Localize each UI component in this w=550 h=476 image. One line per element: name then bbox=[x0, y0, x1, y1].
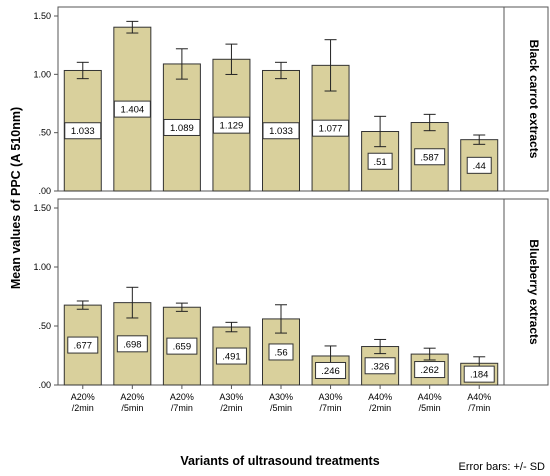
x-axis: A20%/2minA20%/5minA20%/7minA30%/2minA30%… bbox=[71, 385, 491, 413]
x-tick-label: A40%/7min bbox=[467, 392, 491, 413]
data-label-box bbox=[466, 156, 492, 174]
data-label: .698 bbox=[123, 339, 142, 350]
data-label: .587 bbox=[420, 152, 439, 163]
x-tick-label-line: A20% bbox=[120, 392, 144, 402]
x-tick-label-line: /7min bbox=[171, 403, 193, 413]
data-label-box bbox=[268, 343, 294, 361]
x-tick-label-line: /5min bbox=[419, 403, 441, 413]
data-label-box bbox=[215, 347, 247, 365]
x-tick-label-line: /7min bbox=[468, 403, 490, 413]
data-label-box bbox=[414, 361, 446, 379]
panel-1: Black carrot extracts .00 .50 1.00 1.50 1.033… bbox=[33, 6, 549, 196]
y-tick-label: 1.50 bbox=[33, 203, 51, 213]
x-tick-label-line: A30% bbox=[219, 392, 243, 402]
panel-label: Blueberry extracts bbox=[527, 239, 541, 345]
data-label: .44 bbox=[473, 161, 486, 172]
data-label: 1.089 bbox=[170, 123, 194, 134]
x-axis-title: Variants of ultrasound treatments bbox=[180, 454, 379, 468]
data-label-box bbox=[212, 116, 250, 134]
data-label-box bbox=[163, 118, 201, 136]
x-tick-label-line: A30% bbox=[269, 392, 293, 402]
y-tick-label: 1.00 bbox=[33, 262, 51, 272]
x-tick-label: A40%/2min bbox=[368, 392, 392, 413]
x-tick-label-line: A40% bbox=[418, 392, 442, 402]
data-label: 1.129 bbox=[220, 121, 244, 132]
x-tick-label-line: /2min bbox=[72, 403, 94, 413]
x-tick-label: A30%/5min bbox=[269, 392, 293, 413]
x-tick-label-line: A30% bbox=[319, 392, 343, 402]
x-tick-label-line: /2min bbox=[369, 403, 391, 413]
panel-2: Blueberry extracts .00 .50 1.00 1.50 .677 .698… bbox=[33, 198, 549, 390]
x-tick-label-line: A20% bbox=[170, 392, 194, 402]
data-label-box bbox=[166, 337, 198, 355]
y-axis-title: Mean values of PPC (A 510nm) bbox=[9, 107, 23, 289]
data-label-box bbox=[463, 365, 495, 383]
panel-label-strip bbox=[503, 198, 549, 386]
data-label-box bbox=[262, 122, 300, 140]
x-tick-label: A40%/5min bbox=[418, 392, 442, 413]
panel-label: Black carrot extracts bbox=[527, 40, 541, 159]
x-tick-label-line: A40% bbox=[467, 392, 491, 402]
data-label-box bbox=[312, 119, 350, 137]
data-label: .184 bbox=[470, 370, 489, 381]
panels: Black carrot extracts .00 .50 1.00 1.50 1.033… bbox=[33, 6, 549, 413]
data-label-box bbox=[116, 335, 148, 353]
data-label-box bbox=[364, 357, 396, 375]
data-label: .659 bbox=[173, 342, 192, 353]
y-tick-label: .00 bbox=[38, 380, 51, 390]
x-tick-label: A30%/2min bbox=[219, 392, 243, 413]
y-tick-label: .50 bbox=[38, 321, 51, 331]
data-label: 1.404 bbox=[120, 105, 144, 116]
data-label: .246 bbox=[321, 366, 340, 377]
data-label: .51 bbox=[374, 157, 387, 168]
x-tick-label: A20%/7min bbox=[170, 392, 194, 413]
error-bars-note: Error bars: +/- SD bbox=[459, 461, 546, 473]
x-tick-label-line: /7min bbox=[320, 403, 342, 413]
data-label-box bbox=[367, 152, 393, 170]
data-label: .56 bbox=[274, 347, 287, 358]
data-label-box bbox=[113, 100, 151, 118]
y-tick-label: .50 bbox=[38, 128, 51, 138]
data-label: 1.077 bbox=[319, 124, 343, 135]
data-label: 1.033 bbox=[71, 126, 95, 137]
data-label: .677 bbox=[74, 341, 93, 352]
panel-label-strip bbox=[503, 6, 549, 192]
data-label: .326 bbox=[371, 361, 390, 372]
data-label-box bbox=[414, 148, 446, 166]
x-tick-label-line: /5min bbox=[121, 403, 143, 413]
y-tick-label: 1.50 bbox=[33, 11, 51, 21]
x-tick-label: A20%/2min bbox=[71, 392, 95, 413]
data-label-box bbox=[67, 336, 99, 354]
data-label: .262 bbox=[420, 365, 439, 376]
y-tick-label: .00 bbox=[38, 186, 51, 196]
x-tick-label-line: /5min bbox=[270, 403, 292, 413]
data-label: 1.033 bbox=[269, 126, 293, 137]
data-label: .491 bbox=[222, 352, 241, 363]
x-tick-label: A20%/5min bbox=[120, 392, 144, 413]
x-tick-label-line: /2min bbox=[220, 403, 242, 413]
x-tick-label-line: A20% bbox=[71, 392, 95, 402]
data-label-box bbox=[64, 122, 102, 140]
data-label-box bbox=[315, 361, 347, 379]
x-tick-label: A30%/7min bbox=[319, 392, 343, 413]
y-tick-label: 1.00 bbox=[33, 69, 51, 79]
x-tick-label-line: A40% bbox=[368, 392, 392, 402]
